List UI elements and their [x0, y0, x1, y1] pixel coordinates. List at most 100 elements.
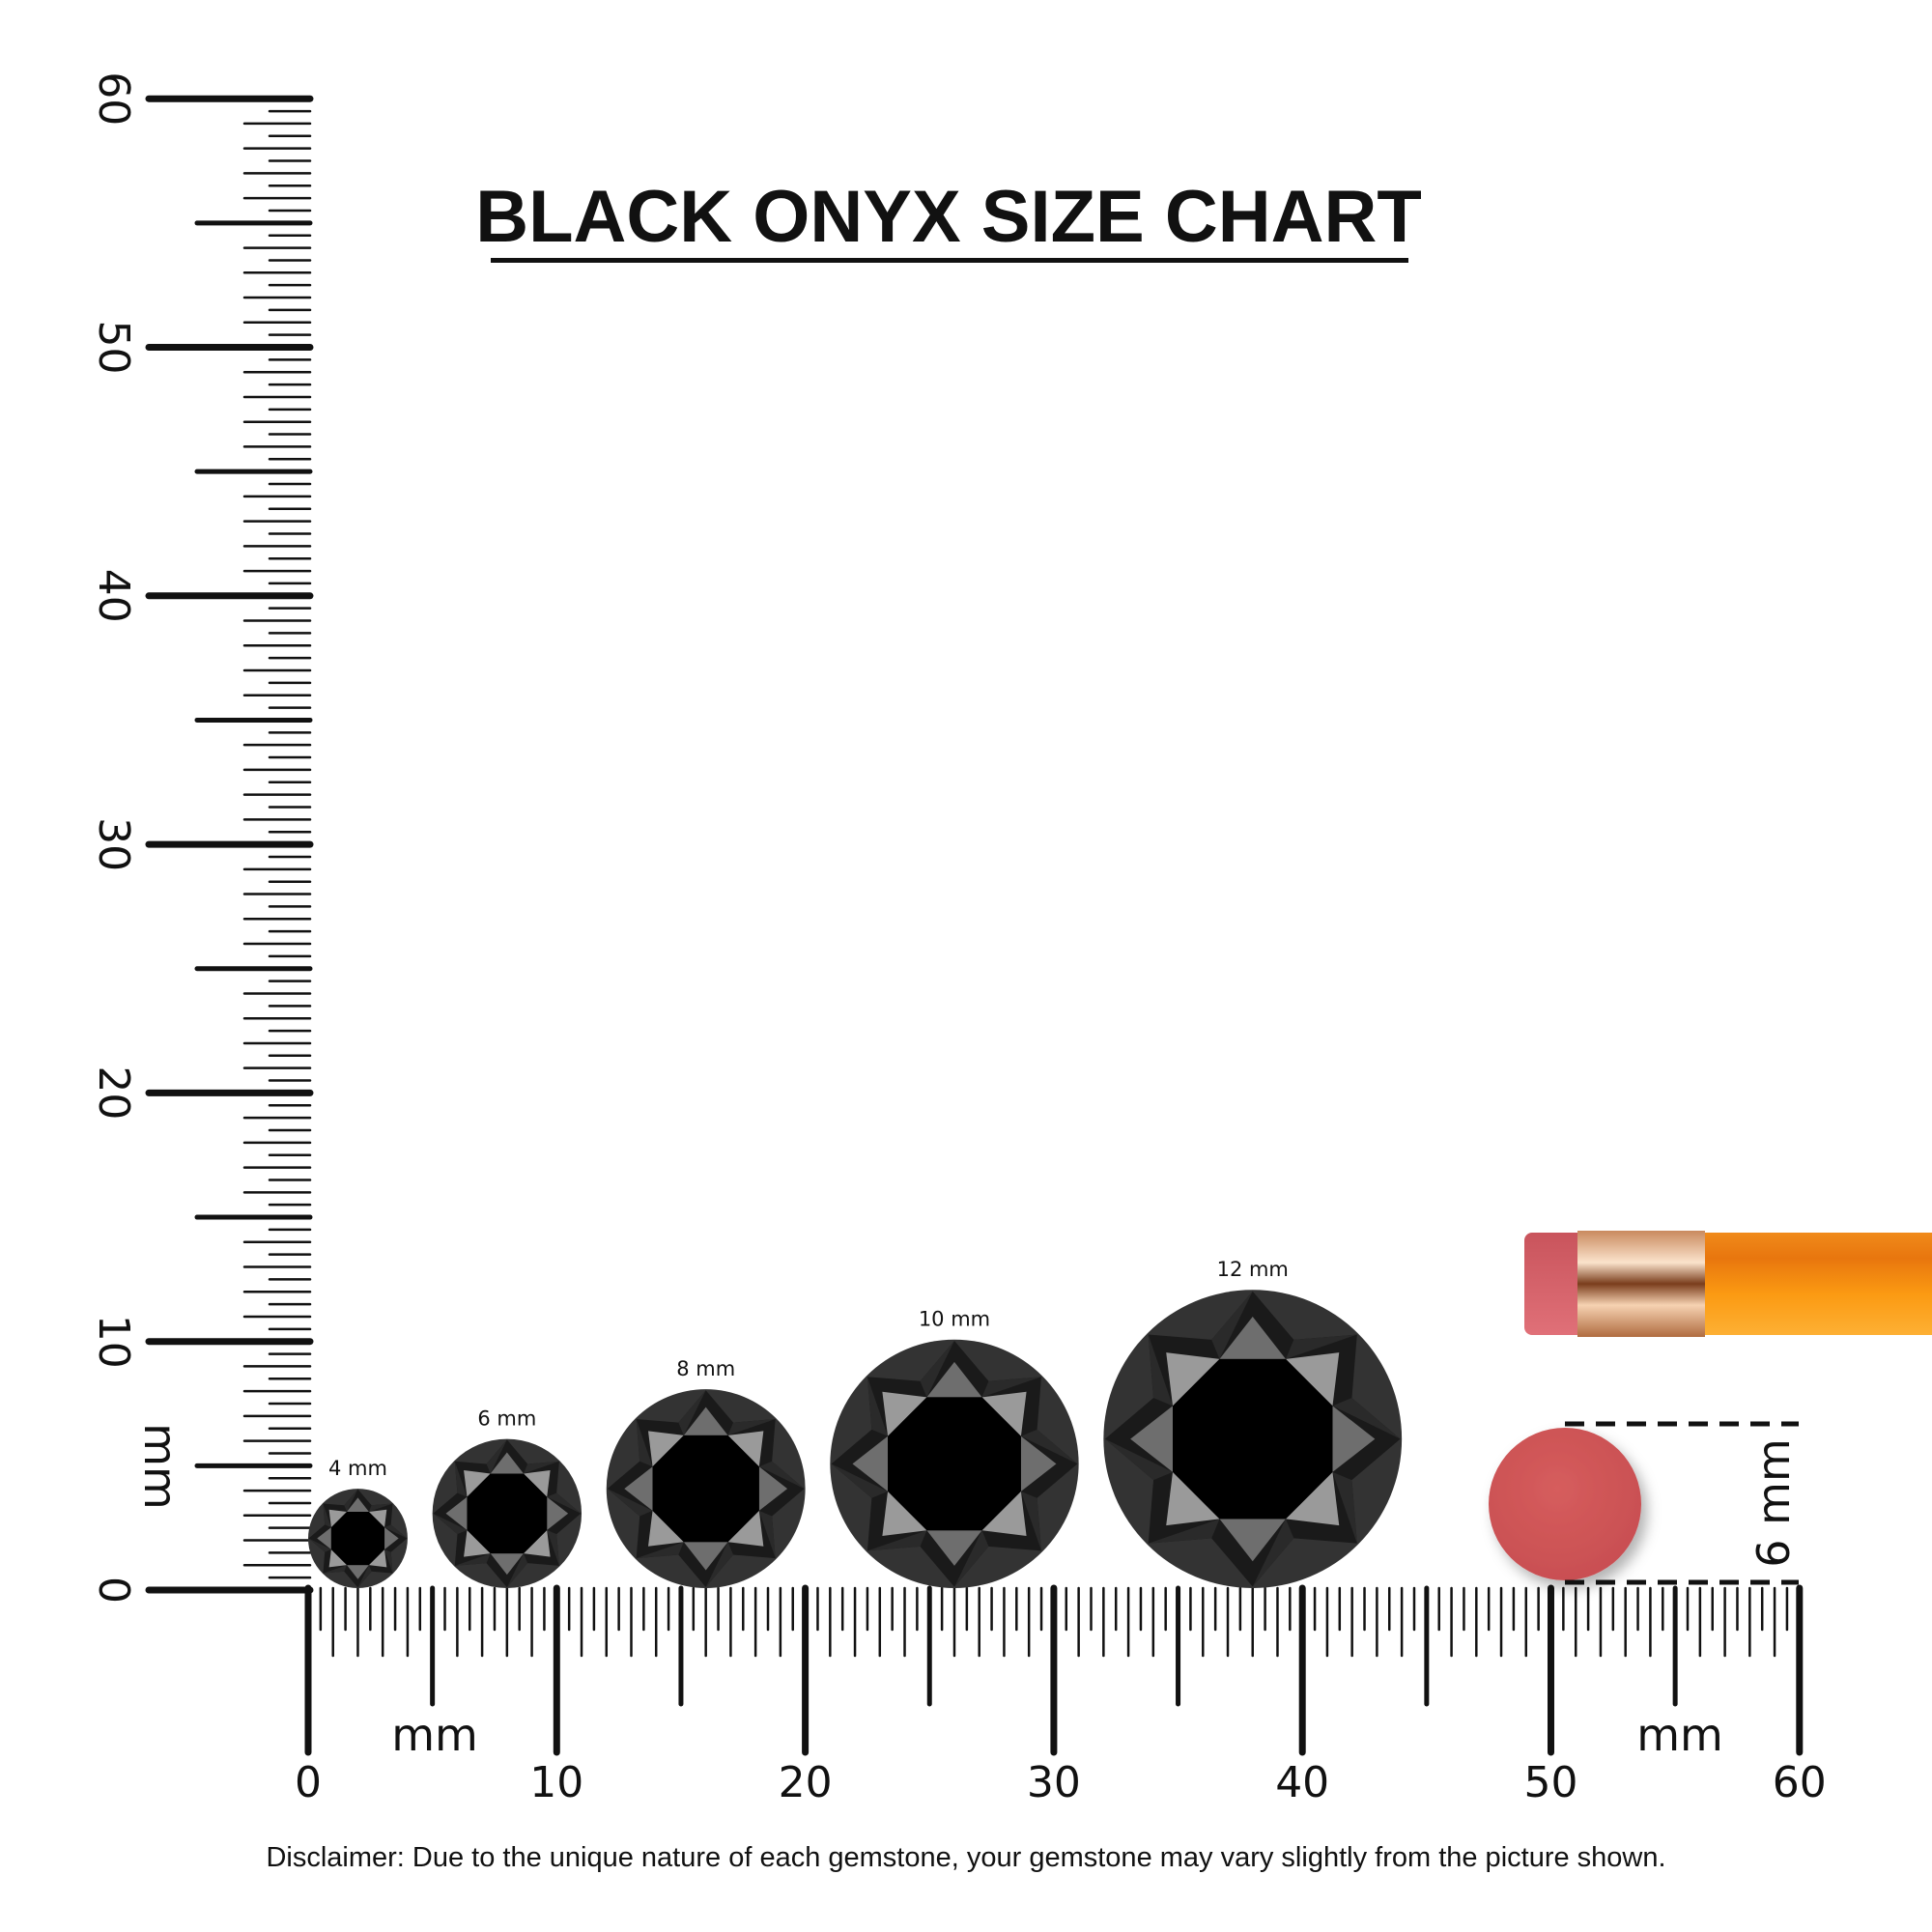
- chart-title: BLACK ONYX SIZE CHART: [475, 176, 1422, 258]
- gem-star-facet: [490, 1553, 524, 1576]
- gem-crown-facet: [486, 1439, 507, 1474]
- gem-star-facet: [683, 1542, 728, 1571]
- gem-star-facet: [490, 1452, 524, 1474]
- gem-crown-facet: [867, 1530, 927, 1551]
- gem-crown-facet: [323, 1503, 331, 1528]
- gem-star-facet: [328, 1548, 348, 1568]
- vertical-tick-label: 60: [89, 71, 138, 126]
- gem-crown-facet: [547, 1492, 582, 1514]
- gem-crown-facet: [920, 1340, 954, 1398]
- horizontal-tick-label: 40: [1275, 1758, 1329, 1807]
- gem-star-facet: [727, 1510, 764, 1547]
- gem-6mm: 6 mm: [432, 1407, 582, 1589]
- gem-star-facet: [648, 1431, 684, 1467]
- gem-star-facet: [1332, 1406, 1376, 1472]
- vertical-tick-label: 0: [89, 1577, 138, 1604]
- vertical-tick-label: 50: [89, 321, 138, 375]
- gem-star-facet: [727, 1431, 764, 1467]
- vertical-tick-label: 20: [89, 1065, 138, 1120]
- gem-crown-facet: [867, 1377, 889, 1436]
- horizontal-tick-label: 30: [1027, 1758, 1081, 1807]
- gem-star-facet: [1166, 1471, 1220, 1526]
- gem-crown-facet: [344, 1489, 358, 1512]
- pencil-ferrule: [1577, 1231, 1705, 1337]
- pencil-body: [1705, 1233, 1932, 1335]
- gem-star-facet: [317, 1527, 331, 1549]
- gem-crown-facet: [1148, 1519, 1220, 1544]
- horizontal-tick-label: 0: [295, 1758, 322, 1807]
- gem-4mm: 4 mm: [308, 1457, 408, 1589]
- gem-crown-facet: [454, 1553, 491, 1566]
- gem-star-facet: [926, 1530, 982, 1566]
- gem-crown-facet: [454, 1461, 468, 1497]
- gem-star-facet: [648, 1510, 684, 1547]
- gem-star-facet: [523, 1470, 551, 1497]
- horizontal-tick-label: 10: [529, 1758, 583, 1807]
- gem-crown-facet: [523, 1461, 559, 1474]
- gem-star-facet: [1130, 1406, 1174, 1472]
- gem-crown-facet: [636, 1419, 653, 1467]
- gem-crown-facet: [506, 1553, 528, 1588]
- gem-crown-facet: [1211, 1291, 1253, 1359]
- gem-crown-facet: [678, 1390, 706, 1435]
- gem-star-facet: [547, 1496, 569, 1530]
- gem-star-facet: [328, 1509, 348, 1528]
- gem-star-facet: [1286, 1352, 1340, 1406]
- eraser-reference: 6 mm: [1489, 1421, 1800, 1585]
- ruler-labels: 0 0 10 10 20 20 30 30 40 40 50 50 60 60: [89, 71, 1827, 1807]
- gem-star-facet: [1020, 1435, 1057, 1492]
- gem-star-facet: [445, 1496, 468, 1530]
- gem-size-label: 4 mm: [328, 1457, 387, 1480]
- gem-star-facet: [347, 1497, 369, 1512]
- gem-crown-facet: [1332, 1398, 1401, 1439]
- gem-crown-facet: [1020, 1491, 1042, 1551]
- gem-star-facet: [368, 1548, 387, 1568]
- gem-crown-facet: [384, 1548, 393, 1574]
- gem-crown-facet: [308, 1538, 331, 1552]
- gem-star-facet: [464, 1470, 491, 1497]
- horizontal-tick-label: 20: [779, 1758, 833, 1807]
- pencil-eraser: [1524, 1233, 1592, 1335]
- gem-crown-facet: [1286, 1334, 1357, 1359]
- gem-crown-facet: [357, 1565, 372, 1588]
- gem-list: 4 mm 6 mm 8 mm 10 mm 12 mm: [308, 1258, 1403, 1589]
- gem-crown-facet: [705, 1542, 734, 1587]
- gem-12mm: 12 mm: [1103, 1258, 1403, 1588]
- gem-star-facet: [384, 1527, 399, 1549]
- gem-crown-facet: [1252, 1519, 1294, 1587]
- horizontal-unit-label-left: mm: [391, 1709, 478, 1761]
- gem-star-facet: [683, 1406, 728, 1435]
- gem-crown-facet: [758, 1461, 805, 1490]
- gem-star-facet: [882, 1491, 927, 1536]
- disclaimer: Disclaimer: Due to the unique nature of …: [266, 1842, 1665, 1873]
- gem-size-label: 8 mm: [676, 1357, 735, 1380]
- vertical-tick-label: 10: [89, 1315, 138, 1369]
- horizontal-unit-label-right: mm: [1636, 1709, 1723, 1761]
- gem-star-facet: [624, 1466, 653, 1511]
- gem-size-label: 6 mm: [477, 1407, 536, 1431]
- gem-table: [652, 1435, 759, 1543]
- gem-crown-facet: [368, 1503, 393, 1512]
- gem-star-facet: [852, 1435, 889, 1492]
- gem-crown-facet: [547, 1529, 559, 1566]
- gem-crown-facet: [981, 1377, 1042, 1398]
- gem-table: [888, 1397, 1021, 1531]
- gem-star-facet: [523, 1529, 551, 1557]
- gem-star-facet: [981, 1491, 1027, 1536]
- gem-star-facet: [1166, 1352, 1220, 1406]
- gem-star-facet: [1219, 1519, 1287, 1562]
- gem-star-facet: [882, 1391, 927, 1436]
- gem-crown-facet: [1020, 1429, 1078, 1464]
- eraser-tip: [1489, 1428, 1641, 1580]
- gem-star-facet: [1286, 1471, 1340, 1526]
- gem-crown-facet: [636, 1542, 684, 1559]
- vertical-unit-label: mm: [134, 1423, 186, 1510]
- pencil-image: [1524, 1231, 1932, 1337]
- gem-table: [330, 1511, 385, 1566]
- gem-star-facet: [464, 1529, 491, 1557]
- gem-crown-facet: [1332, 1471, 1357, 1544]
- gem-crown-facet: [433, 1513, 468, 1535]
- gem-crown-facet: [607, 1489, 653, 1517]
- horizontal-tick-label: 60: [1773, 1758, 1827, 1807]
